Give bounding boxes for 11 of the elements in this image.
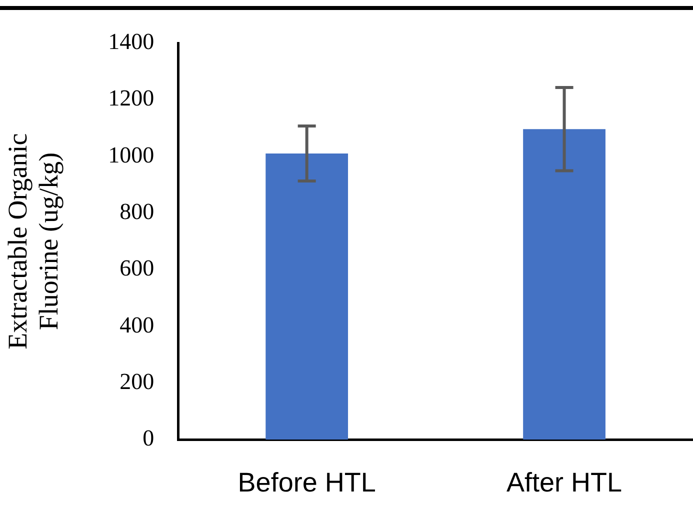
x-tick-label: After HTL (506, 467, 622, 498)
y-tick-label: 0 (142, 426, 154, 451)
y-tick-label: 1200 (108, 86, 154, 111)
y-tick-label: 400 (120, 312, 154, 338)
y-tick-label: 200 (120, 368, 154, 394)
y-tick-label: 1400 (108, 29, 154, 54)
y-tick-label: 800 (120, 199, 154, 224)
y-tick-label: 1000 (108, 142, 154, 168)
x-tick-label: Before HTL (238, 467, 376, 498)
y-tick-label: 600 (120, 256, 154, 281)
y-axis-title: Extractable Organic Fluorine (ug/kg) (2, 133, 64, 350)
